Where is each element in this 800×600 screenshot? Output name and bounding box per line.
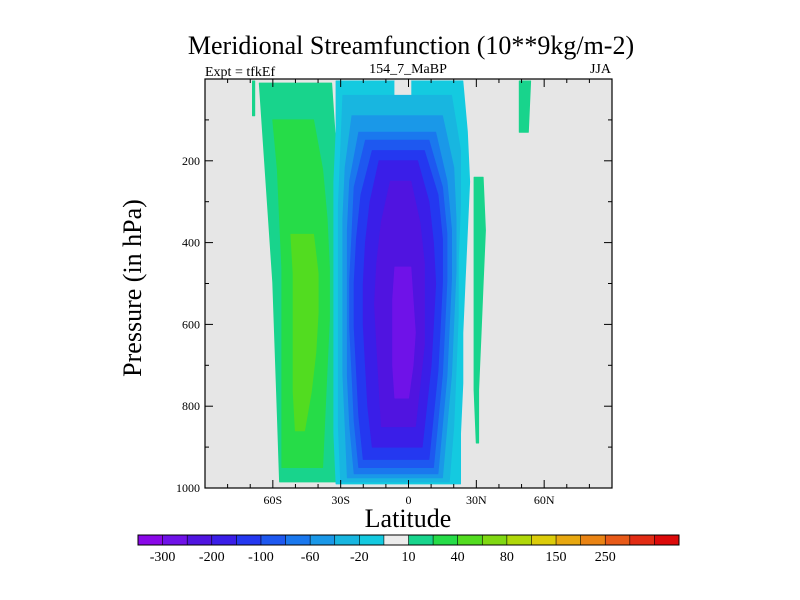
colorbar-swatch (236, 535, 262, 545)
colorbar-label: 10 (402, 550, 416, 565)
colorbar-swatch (605, 535, 631, 545)
colorbar-label: 250 (595, 550, 616, 565)
x-tick-label: 30N (466, 493, 487, 507)
colorbar-swatch (138, 535, 163, 545)
colorbar-label: -300 (150, 550, 176, 565)
season-label: JJA (590, 62, 612, 77)
y-tick-label: 400 (182, 236, 200, 250)
x-tick-label: 60S (263, 493, 282, 507)
colorbar-swatch (211, 535, 237, 545)
colorbar-swatch (556, 535, 581, 545)
colorbar-swatch (334, 535, 360, 545)
colorbar-label: -20 (350, 550, 369, 565)
colorbar-swatch (162, 535, 188, 545)
colorbar-swatch (482, 535, 508, 545)
colorbar-label: 80 (500, 550, 514, 565)
colorbar-swatch (359, 535, 385, 545)
colorbar-swatch (187, 535, 213, 545)
colorbar-label: 150 (546, 550, 567, 565)
colorbar-swatch (310, 535, 336, 545)
contour-regions (252, 80, 532, 485)
cell-tropics-9 (392, 266, 416, 399)
cell-north-strip-b (518, 80, 532, 133)
cell-south-thin-strip (252, 80, 256, 117)
colorbar-swatch (629, 535, 655, 545)
y-tick-label: 800 (182, 399, 200, 413)
colorbar-swatch (506, 535, 532, 545)
period-label: 154_7_MaBP (369, 62, 447, 77)
cell-south-inner (290, 233, 319, 432)
colorbar-frame (137, 534, 680, 546)
colorbar-swatch (654, 535, 680, 545)
colorbar-label: -100 (248, 550, 274, 565)
colorbar-swatch (408, 535, 434, 545)
colorbar-swatch (383, 535, 409, 545)
x-tick-label: 0 (406, 493, 412, 507)
colorbar-label: -60 (301, 550, 320, 565)
y-tick-label: 600 (182, 317, 200, 331)
colorbar-label: 40 (451, 550, 465, 565)
colorbar-swatch (531, 535, 557, 545)
y-axis-label: Pressure (in hPa) (118, 199, 147, 377)
colorbar-swatch (260, 535, 286, 545)
colorbar-swatch (433, 535, 458, 545)
colorbar-swatch (285, 535, 311, 545)
colorbar: -300 -200 -100 -60 -20 10 40 80 150 250 (137, 534, 680, 565)
axis-ticks: 60S 30S 0 30N 60N 200 400 600 800 1000 (176, 79, 612, 507)
x-axis-label: Latitude (365, 504, 452, 533)
colorbar-label: -200 (199, 550, 225, 565)
chart-title: Meridional Streamfunction (10**9kg/m-2) (188, 31, 634, 60)
x-tick-label: 60N (534, 493, 555, 507)
colorbar-swatch (580, 535, 606, 545)
cell-north-strip-a (473, 176, 486, 444)
x-tick-label: 30S (331, 493, 350, 507)
colorbar-swatch (457, 535, 483, 545)
y-tick-label: 200 (182, 154, 200, 168)
y-tick-label: 1000 (176, 481, 200, 495)
experiment-label: Expt = tfkEf (205, 65, 275, 80)
